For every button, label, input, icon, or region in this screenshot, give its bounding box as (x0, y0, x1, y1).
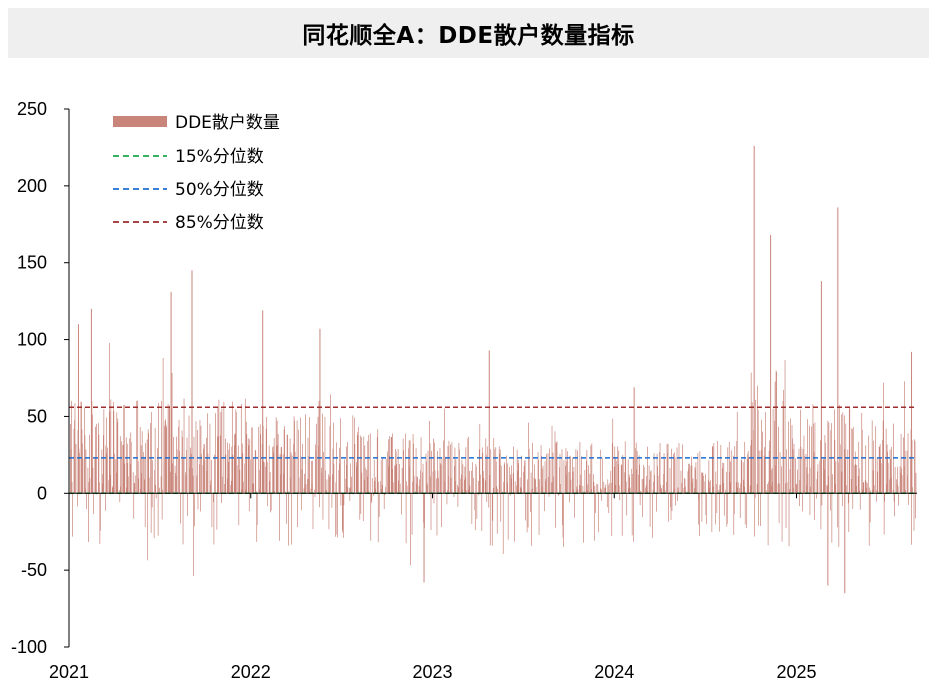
y-tick-label: 100 (17, 330, 47, 350)
x-tick-label: 2025 (776, 662, 816, 682)
y-tick-label: 150 (17, 253, 47, 273)
legend-label: 85%分位数 (175, 213, 264, 233)
y-tick-label: -100 (11, 637, 47, 657)
chart-title-bar: 同花顺全A：DDE散户数量指标 (8, 8, 929, 58)
legend-label: 15%分位数 (175, 147, 264, 167)
y-tick-label: 200 (17, 176, 47, 196)
x-tick-label: 2024 (594, 662, 634, 682)
legend-label: 50%分位数 (175, 180, 264, 200)
x-tick-label: 2021 (49, 662, 89, 682)
chart-title: 同花顺全A：DDE散户数量指标 (302, 23, 635, 49)
y-tick-label: -50 (21, 560, 47, 580)
legend-swatch-bar (113, 116, 167, 127)
bar-series (68, 145, 917, 594)
x-tick-label: 2023 (412, 662, 452, 682)
y-tick-label: 50 (27, 406, 47, 426)
legend-label: DDE散户数量 (175, 113, 280, 133)
legend: DDE散户数量 15%分位数 50%分位数 85%分位数 (113, 113, 280, 233)
x-tick-label: 2022 (231, 662, 271, 682)
y-tick-label: 250 (17, 99, 47, 119)
y-tick-label: 0 (37, 483, 47, 503)
